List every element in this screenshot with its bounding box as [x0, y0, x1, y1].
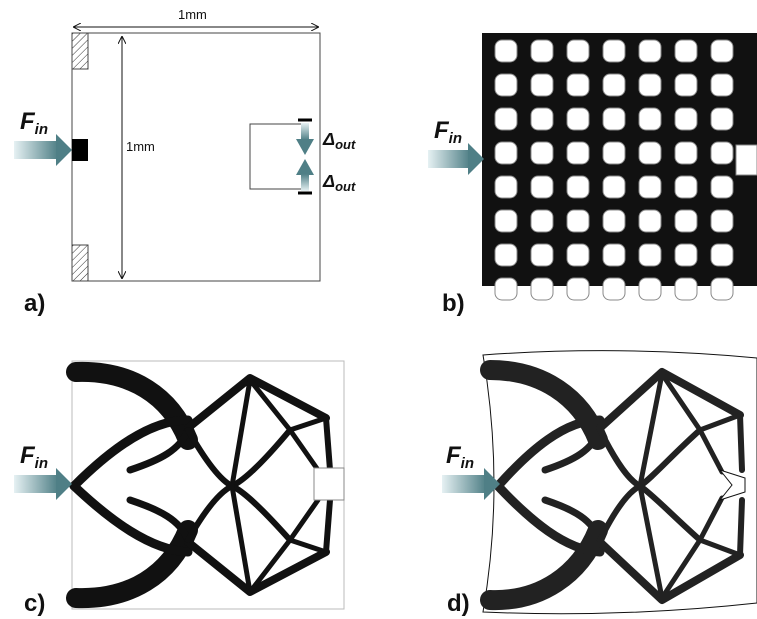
topology-c — [66, 361, 333, 609]
lattice-hole — [710, 277, 734, 301]
lattice-hole — [602, 277, 626, 301]
support-top — [71, 32, 89, 70]
output-arrow-up — [296, 159, 314, 191]
lattice-hole — [494, 175, 518, 199]
lattice-hole — [674, 175, 698, 199]
lattice-hole — [710, 175, 734, 199]
lattice-hole — [674, 141, 698, 165]
panel-c — [14, 360, 345, 610]
support-bottom — [71, 244, 89, 282]
panel-label-a: a) — [24, 290, 46, 317]
lattice-hole — [530, 39, 554, 63]
output-label-bottom: Δout — [323, 171, 356, 194]
lattice-hole — [494, 277, 518, 301]
input-arrow-d — [442, 468, 500, 500]
force-label-c: Fin — [20, 442, 49, 472]
lattice-hole — [566, 243, 590, 267]
lattice-hole — [602, 175, 626, 199]
input-block — [72, 139, 88, 161]
panel-b — [428, 33, 757, 301]
lattice-hole — [638, 175, 662, 199]
input-arrow-b — [428, 143, 484, 175]
lattice-hole — [602, 39, 626, 63]
lattice-hole — [674, 243, 698, 267]
force-label-a: Fin — [20, 108, 49, 138]
lattice-holes — [494, 39, 734, 301]
lattice-hole — [710, 243, 734, 267]
lattice-hole — [494, 107, 518, 131]
lattice-hole — [710, 73, 734, 97]
lattice-hole — [530, 175, 554, 199]
lattice-hole — [566, 209, 590, 233]
output-notch-c — [313, 467, 345, 501]
lattice-hole — [566, 175, 590, 199]
lattice-hole — [710, 209, 734, 233]
lattice-hole — [602, 73, 626, 97]
lattice-hole — [494, 73, 518, 97]
lattice-hole — [638, 107, 662, 131]
output-bracket — [249, 123, 305, 190]
lattice-hole — [602, 107, 626, 131]
output-arrow-down — [296, 123, 314, 155]
design-domain — [71, 32, 321, 282]
deformed-domain — [482, 350, 757, 615]
force-label-b: Fin — [434, 117, 463, 147]
force-label-d: Fin — [446, 442, 475, 472]
lattice-hole — [566, 107, 590, 131]
panel-d — [442, 350, 757, 615]
lattice-hole — [710, 107, 734, 131]
lattice-hole — [530, 277, 554, 301]
lattice-hole — [638, 243, 662, 267]
lattice-hole — [710, 39, 734, 63]
lattice-hole — [530, 243, 554, 267]
output-jaws-d — [718, 469, 746, 501]
topology-d — [480, 360, 745, 611]
input-arrow-c — [14, 468, 72, 500]
lattice-hole — [638, 39, 662, 63]
lattice-hole — [602, 141, 626, 165]
lattice-hole — [674, 73, 698, 97]
lattice-hole — [602, 209, 626, 233]
lattice-hole — [530, 73, 554, 97]
lattice-hole — [674, 39, 698, 63]
panel-label-c: c) — [24, 590, 46, 617]
input-arrow-a — [14, 134, 72, 166]
lattice-hole — [530, 209, 554, 233]
output-notch — [735, 144, 757, 176]
lattice-hole — [566, 141, 590, 165]
lattice-hole — [494, 243, 518, 267]
lattice-hole — [566, 39, 590, 63]
lattice-hole — [494, 39, 518, 63]
lattice-hole — [530, 141, 554, 165]
height-dimension-label: 1mm — [126, 139, 155, 154]
lattice-hole — [674, 277, 698, 301]
panel-a — [14, 27, 321, 282]
panel-label-d: d) — [447, 590, 470, 617]
lattice-hole — [566, 277, 590, 301]
lattice-hole — [638, 141, 662, 165]
lattice-hole — [674, 209, 698, 233]
output-label-top: Δout — [323, 129, 356, 152]
lattice-hole — [530, 107, 554, 131]
lattice-hole — [494, 209, 518, 233]
lattice-hole — [494, 141, 518, 165]
lattice-hole — [638, 73, 662, 97]
panel-label-b: b) — [442, 290, 465, 317]
lattice-hole — [674, 107, 698, 131]
lattice-hole — [638, 277, 662, 301]
lattice-hole — [638, 209, 662, 233]
topology-domain-c — [71, 360, 345, 610]
lattice-hole — [710, 141, 734, 165]
lattice-hole — [602, 243, 626, 267]
width-dimension-label: 1mm — [178, 7, 207, 22]
lattice-hole — [566, 73, 590, 97]
